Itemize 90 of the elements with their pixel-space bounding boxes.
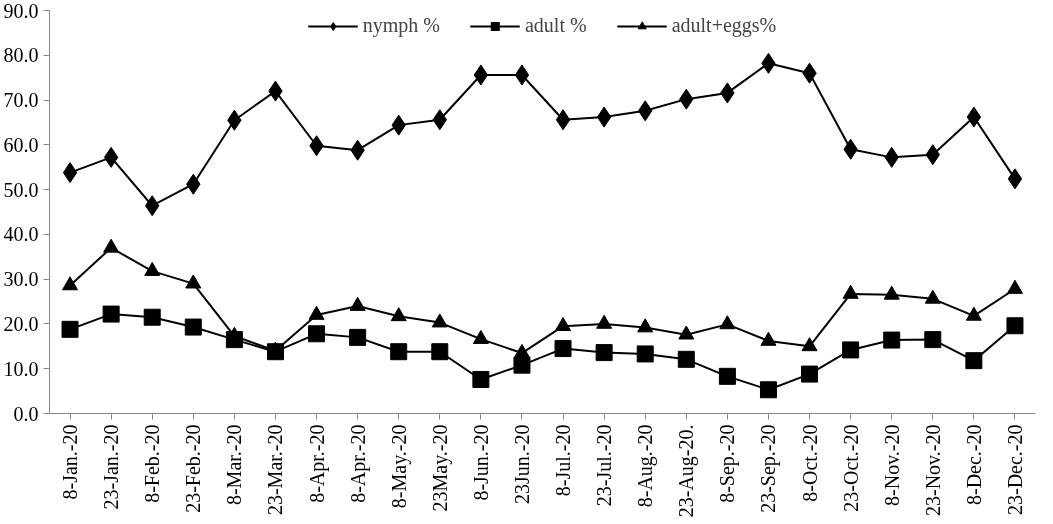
x-tick-label: 8-May.-20 <box>387 424 411 509</box>
point <box>308 305 325 320</box>
point <box>759 381 777 399</box>
legend-label: nymph % <box>362 14 440 37</box>
x-tick-label: 23-Sep.-20 <box>757 424 781 513</box>
point <box>144 261 161 276</box>
point <box>1007 168 1023 190</box>
y-tick-label: 40.0 <box>3 223 39 246</box>
legend-label: adult % <box>524 14 587 37</box>
x-tick-label: 8-Sep.-20 <box>716 424 740 503</box>
point <box>1006 317 1024 335</box>
point <box>637 318 654 333</box>
point <box>103 146 119 168</box>
x-tick-label: 8-Oct.-20 <box>798 424 821 502</box>
x-tick-label: 8-Dec.-20 <box>962 424 985 506</box>
point <box>842 341 860 359</box>
point <box>924 289 941 304</box>
point <box>103 238 120 253</box>
x-tick-label: 8-Apr.-20 <box>305 424 329 503</box>
x-tick-label: 23-Mar.-20 <box>264 424 287 516</box>
x-tick-label: 23-Jul.-20 <box>593 424 616 507</box>
y-tick-label: 80.0 <box>3 44 39 67</box>
point <box>225 331 243 349</box>
y-tick-label: 50.0 <box>3 178 39 201</box>
point <box>924 331 942 349</box>
point <box>62 276 79 291</box>
point <box>390 343 408 361</box>
x-tick-label: 8-Mar.-20 <box>223 424 246 506</box>
point <box>677 350 695 368</box>
y-tick-label: 90.0 <box>3 0 39 22</box>
y-tick-label: 70.0 <box>3 89 39 112</box>
point <box>801 365 819 383</box>
point <box>965 306 982 321</box>
point <box>472 330 489 344</box>
y-tick-label: 10.0 <box>3 357 39 380</box>
point <box>1006 279 1023 294</box>
point <box>555 109 571 131</box>
y-tick-label: 60.0 <box>3 133 39 156</box>
point <box>184 318 202 336</box>
x-tick-label: 8-Apr.-20 <box>346 424 370 503</box>
x-tick-label: 8-Nov.-20 <box>880 424 903 506</box>
x-tick-label: 23Jun.-20 <box>510 424 533 504</box>
point <box>718 367 736 385</box>
point <box>842 284 859 299</box>
x-tick-label: 23-Oct.-20 <box>839 424 862 512</box>
y-tick-label: 0.0 <box>13 402 39 425</box>
x-tick-label: 8-Jan.-20 <box>59 424 82 500</box>
point <box>472 370 490 388</box>
point <box>883 331 901 349</box>
x-tick-label: 23-Aug-20. <box>675 424 699 518</box>
point <box>555 317 572 332</box>
point <box>266 343 284 361</box>
point <box>678 325 695 340</box>
point <box>431 343 449 361</box>
point <box>61 320 79 338</box>
point <box>62 162 78 184</box>
point <box>513 356 531 374</box>
x-tick-label: 23-Nov.-20 <box>921 424 944 516</box>
point <box>431 313 448 328</box>
point <box>185 274 202 289</box>
point <box>473 64 489 86</box>
x-tick-label: 23-Feb.-20 <box>182 424 205 513</box>
point <box>801 337 818 352</box>
x-tick-label: 23-Dec.-20 <box>1003 424 1026 516</box>
point <box>514 64 530 86</box>
point <box>636 345 654 363</box>
y-tick-label: 20.0 <box>3 312 39 335</box>
y-tick-label: 30.0 <box>3 268 39 291</box>
point <box>596 314 613 329</box>
point <box>719 315 736 330</box>
point <box>760 331 777 346</box>
legend-label: adult+eggs% <box>671 14 777 37</box>
x-tick-label: 23-Jan.-20 <box>100 424 123 510</box>
x-tick-label: 23May.-20 <box>428 424 452 512</box>
point <box>143 308 161 326</box>
point <box>595 344 613 362</box>
x-tick-label: 8-Aug.-20 <box>634 424 658 508</box>
point <box>596 106 612 128</box>
point <box>883 285 900 300</box>
x-tick-label: 8-Feb.-20 <box>141 424 164 503</box>
point <box>102 305 120 323</box>
point <box>308 325 326 343</box>
x-tick-label: 8-Jun.-20 <box>469 424 492 501</box>
point <box>966 106 982 128</box>
x-tick-label: 8-Jul.-20 <box>552 424 575 497</box>
point <box>349 328 367 346</box>
point <box>349 296 366 311</box>
point <box>390 307 407 322</box>
point <box>554 340 572 358</box>
point <box>965 352 983 370</box>
